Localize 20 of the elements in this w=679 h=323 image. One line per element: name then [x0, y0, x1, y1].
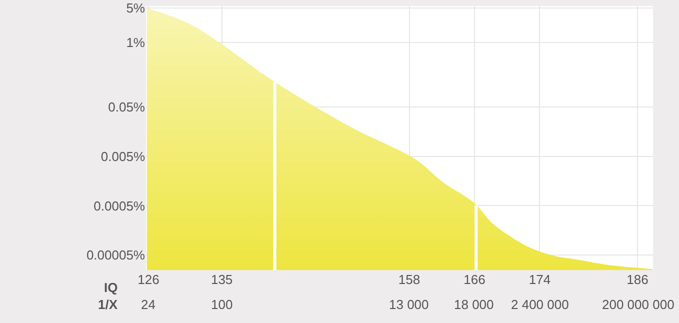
text: 18 000: [454, 297, 494, 312]
y-tick-label: 0.005%: [100, 148, 146, 164]
y-tick-label: 1%: [126, 35, 146, 50]
text: 1/X: [98, 297, 118, 312]
y-tick-label: 0.00005%: [86, 248, 146, 263]
x-axis-title: IQ: [104, 280, 118, 295]
x-tick-label: 135: [210, 272, 233, 287]
x-tick-label: 158: [398, 272, 420, 287]
y-tick-label: 0.0005%: [94, 198, 146, 214]
y-tick-label: 5%: [126, 0, 146, 16]
text: 24: [141, 297, 156, 312]
text: 13 000: [389, 297, 429, 312]
x-tick-label: 186: [626, 272, 648, 287]
y-tick-label: 0.05%: [108, 99, 146, 114]
text: 200 000 000: [602, 297, 674, 312]
text: 100: [211, 297, 233, 312]
x-tick-label: 166: [464, 272, 486, 287]
x-tick-label: 126: [138, 272, 160, 287]
x-tick-label: 174: [528, 272, 551, 287]
text: 2 400 000: [511, 297, 569, 312]
